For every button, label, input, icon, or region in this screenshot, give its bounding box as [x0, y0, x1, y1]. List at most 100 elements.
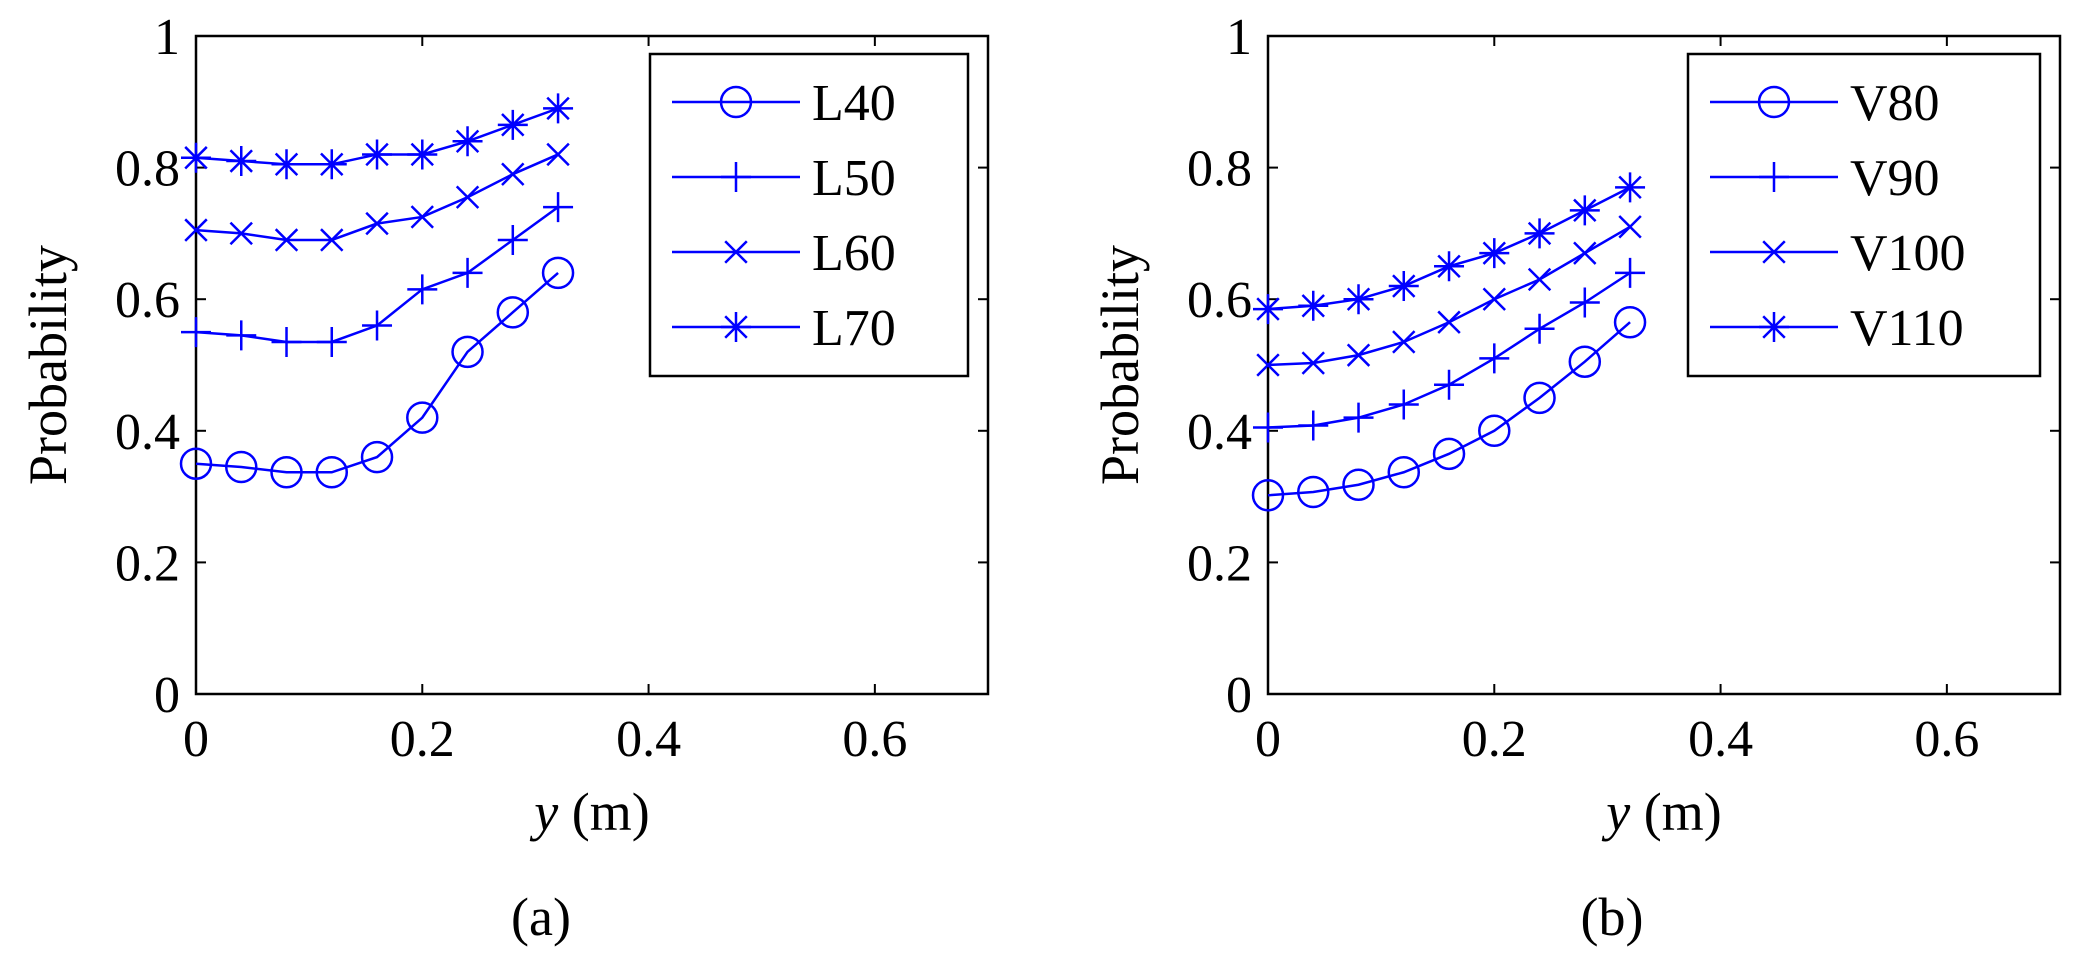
- series-L40: [179, 256, 575, 489]
- point-L70-4: [362, 139, 393, 170]
- xtick-label-a-0: 0: [183, 711, 209, 768]
- series-L60: [184, 142, 570, 252]
- point-V80-5: [1478, 414, 1511, 448]
- point-V90-4: [1434, 369, 1465, 400]
- series-b: [1251, 172, 1647, 512]
- legend-label-V110: V110: [1850, 300, 1964, 357]
- legend-item-V90: V90: [1710, 150, 1940, 207]
- point-L40-5: [406, 401, 439, 434]
- point-V80-3: [1387, 456, 1421, 489]
- point-V110-0: [1253, 294, 1283, 325]
- point-L70-6: [452, 126, 483, 157]
- point-L70-5: [407, 139, 438, 170]
- xlabel-var-a: y: [529, 782, 558, 842]
- point-L50-5: [407, 274, 438, 305]
- point-V100-0: [1256, 353, 1280, 377]
- point-V110-1: [1298, 290, 1329, 321]
- legend-item-L60: L60: [672, 225, 896, 282]
- point-V110-7: [1569, 195, 1600, 226]
- legend-item-V110: V110: [1710, 300, 1964, 357]
- series-L50: [181, 192, 574, 357]
- ytick-label-a-1: 0.2: [115, 535, 180, 592]
- point-L70-7: [497, 109, 528, 140]
- point-L60-8: [546, 142, 570, 167]
- legend-marker-L50: [721, 162, 751, 192]
- point-L60-7: [501, 162, 525, 186]
- point-V100-6: [1527, 267, 1552, 292]
- legend-item-L70: L70: [672, 300, 896, 357]
- point-V90-3: [1388, 389, 1419, 420]
- point-V100-7: [1573, 241, 1597, 265]
- point-L40-0: [179, 447, 213, 480]
- ytick-label-a-3: 0.6: [115, 272, 180, 329]
- point-L40-7: [496, 296, 530, 329]
- point-L60-3: [320, 228, 344, 252]
- legend-label-L70: L70: [812, 300, 896, 357]
- point-L60-6: [455, 185, 480, 209]
- point-L50-0: [181, 317, 211, 348]
- point-V90-2: [1343, 402, 1374, 433]
- xtick-label-a-1: 0.2: [390, 711, 455, 768]
- point-L40-1: [225, 450, 258, 484]
- point-L40-4: [360, 440, 394, 474]
- chart-panel-a: 0 0.2 0.4 0.6 0 0.2 0.4 0.6 0.8 1 L40 L50 L60 L70 Pr…: [18, 9, 990, 947]
- point-V100-5: [1482, 287, 1506, 311]
- ticks-a: 0 0.2 0.4 0.6 0 0.2 0.4 0.6 0.8 1: [115, 9, 988, 768]
- legend-item-L40: L40: [672, 75, 896, 132]
- legend-item-L50: L50: [672, 150, 896, 207]
- point-V80-6: [1523, 381, 1556, 415]
- ytick-label-b-5: 1: [1226, 9, 1252, 66]
- point-V90-7: [1569, 287, 1600, 318]
- point-L50-2: [271, 326, 302, 357]
- series-V100: [1256, 215, 1642, 377]
- point-V100-1: [1301, 351, 1325, 375]
- legend-marker-V90: [1759, 162, 1789, 192]
- legend-label-V90: V90: [1850, 150, 1940, 207]
- xlabel-a: y (m): [529, 782, 649, 842]
- legend-label-L60: L60: [812, 225, 896, 282]
- xtick-label-b-3: 0.6: [1914, 711, 1979, 768]
- legend-item-V100: V100: [1710, 225, 1966, 282]
- ytick-label-a-0: 0: [154, 667, 180, 724]
- point-L60-2: [274, 228, 299, 252]
- point-L40-6: [451, 335, 484, 369]
- legend-label-L40: L40: [812, 75, 896, 132]
- series-V110: [1253, 172, 1646, 325]
- point-V80-0: [1251, 479, 1285, 512]
- legend-marker-V100: [1762, 240, 1786, 264]
- point-L40-8: [541, 256, 575, 290]
- point-L60-5: [410, 205, 434, 229]
- legend-label-V80: V80: [1850, 75, 1940, 132]
- point-V110-6: [1524, 218, 1555, 249]
- legend-b: V80 V90 V100 V110: [1686, 52, 2042, 378]
- legend-marker-V80: [1757, 85, 1791, 119]
- point-V90-6: [1524, 313, 1555, 344]
- point-L70-1: [226, 146, 257, 177]
- ytick-label-b-2: 0.4: [1187, 404, 1252, 461]
- ytick-label-b-3: 0.6: [1187, 272, 1252, 329]
- series-V90: [1253, 257, 1646, 443]
- point-L70-0: [181, 142, 211, 173]
- point-V90-0: [1253, 412, 1283, 443]
- xtick-label-b-2: 0.4: [1688, 711, 1753, 768]
- legend-marker-L40: [719, 85, 753, 119]
- point-L60-0: [184, 218, 208, 242]
- point-L70-2: [271, 149, 302, 180]
- xtick-label-b-1: 0.2: [1462, 711, 1527, 768]
- point-V110-5: [1479, 238, 1510, 269]
- point-L50-8: [543, 192, 574, 223]
- xlabel-b: y (m): [1601, 782, 1721, 842]
- legend-item-V80: V80: [1710, 75, 1940, 132]
- point-V100-4: [1437, 310, 1461, 334]
- legend-marker-L70: [721, 312, 751, 342]
- ytick-label-a-2: 0.4: [115, 404, 180, 461]
- point-L50-4: [362, 310, 393, 341]
- ytick-label-a-4: 0.8: [115, 141, 180, 198]
- plot-frame-a: [194, 34, 990, 696]
- point-L60-4: [365, 211, 389, 236]
- xlabel-var-b: y: [1601, 782, 1630, 842]
- ytick-label-b-1: 0.2: [1187, 535, 1252, 592]
- caption-a: (a): [511, 887, 571, 947]
- point-V90-1: [1298, 410, 1329, 441]
